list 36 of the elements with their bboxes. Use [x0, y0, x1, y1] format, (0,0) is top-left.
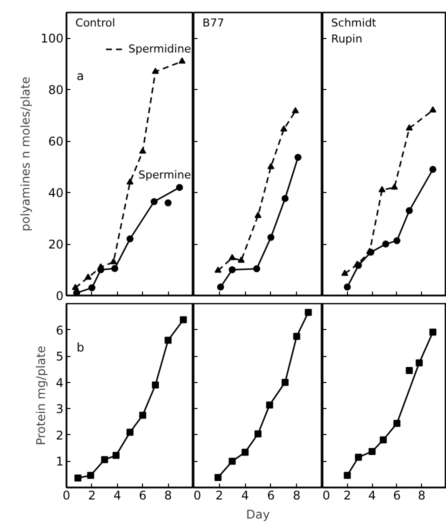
y-tick-label: 100: [40, 32, 64, 46]
x-tick-label: 0: [194, 488, 202, 502]
y-tick-label: 0: [56, 289, 64, 303]
x-tick-label: 2: [88, 488, 96, 502]
x-tick-label: 8: [292, 488, 301, 502]
annotation: b: [76, 340, 84, 354]
x-tick-label: 8: [164, 488, 172, 502]
y-tick-label: 3: [56, 402, 64, 416]
text: Schmidt Rupin: [331, 16, 377, 46]
y-tick-label: 40: [48, 186, 64, 200]
y-tick-label: 80: [48, 83, 64, 98]
x-tick-label: 6: [267, 488, 275, 502]
y-tick-label: 20: [48, 238, 64, 252]
annotation: a: [76, 69, 84, 84]
x-tick-label: 8: [418, 488, 426, 502]
y-axis-title: polyamines n moles/plate: [18, 76, 33, 232]
y-tick-label: 1: [56, 454, 64, 469]
x-tick-label: 6: [138, 488, 147, 502]
x-tick-label: 0: [322, 488, 330, 502]
legend-label: Spermidine: [128, 42, 192, 56]
x-axis-title: Day: [246, 508, 270, 522]
y-tick-label: 4: [56, 376, 64, 390]
chart-title: Control: [75, 16, 116, 30]
series-label: Spermine: [138, 168, 192, 182]
y-axis-title: Protein mg/plate: [34, 346, 48, 446]
y-tick-label: 2: [56, 428, 64, 442]
y-tick-label: 5: [56, 350, 64, 364]
x-tick-label: 4: [113, 488, 122, 502]
x-tick-label: 2: [343, 488, 352, 502]
x-tick-label: 6: [393, 488, 401, 502]
chart-title: B77: [202, 16, 224, 30]
y-tick-label: 60: [48, 134, 64, 149]
x-tick-label: 2: [215, 488, 224, 502]
x-tick-label: 4: [368, 488, 376, 502]
x-tick-label: 4: [241, 488, 249, 502]
y-tick-label: 6: [56, 323, 64, 338]
